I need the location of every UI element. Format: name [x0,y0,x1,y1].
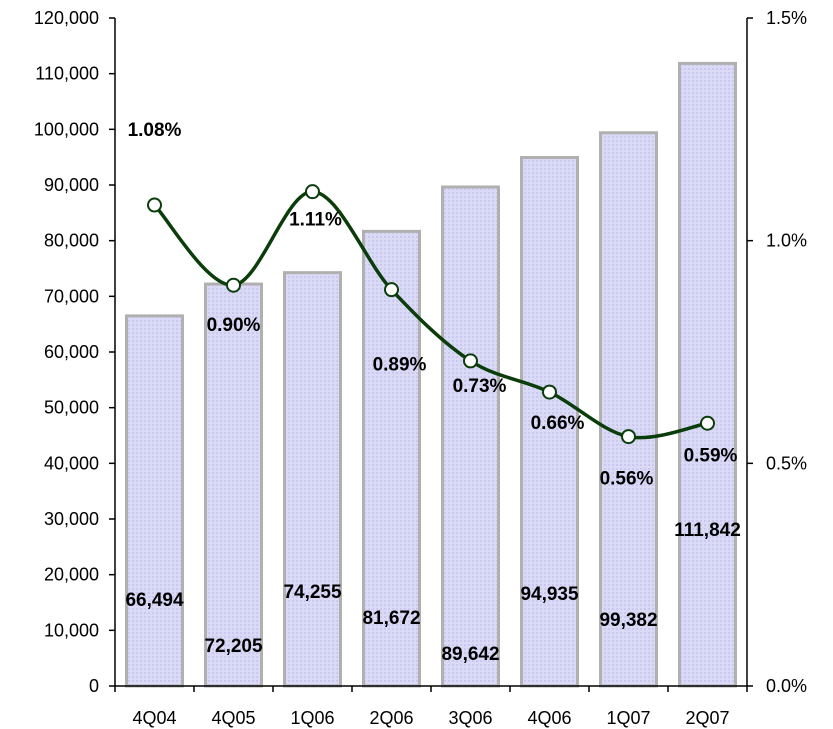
bar-value-label: 72,205 [204,636,263,657]
x-tick-label: 3Q06 [448,708,492,728]
rate-value-label: 0.56% [600,469,654,490]
bar-series [125,61,737,688]
y-tick-label-left: 20,000 [44,565,99,585]
axes: 0 10,000 20,000 30,000 40,000 50,000 60,000 70,… [34,8,807,728]
bar-value-label: 66,494 [125,590,184,611]
bar-value-label: 81,672 [362,608,420,629]
rate-value-label: 0.73% [453,376,507,397]
y-tick-label-left: 10,000 [44,620,99,640]
bar-value-label: 99,382 [599,610,657,631]
rate-value-label: 0.89% [373,355,427,376]
rate-value-label: 1.11% [289,210,342,231]
y-tick-label-left: 100,000 [34,119,99,139]
x-tick-label: 2Q06 [369,708,413,728]
bar [283,271,342,688]
rate-marker [463,353,478,369]
y-tick-label-left: 120,000 [34,8,99,28]
y-tick-label-right: 0.5% [766,453,807,473]
y-tick-label-left: 0 [89,676,99,696]
bar [204,282,263,688]
bar [678,61,737,688]
y-tick-label-left: 80,000 [44,231,99,251]
rate-value-label: 1.08% [128,120,182,141]
rate-marker [700,415,715,431]
y-tick-label-left: 60,000 [44,342,99,362]
rate-marker [226,277,241,293]
y-tick-label-right: 1.0% [766,231,807,251]
bar [520,156,579,688]
bar-value-label: 94,935 [520,584,579,605]
y-tick-label-left: 90,000 [44,175,99,195]
y-tick-label-right: 0.0% [766,676,807,696]
y-tick-label-left: 110,000 [35,64,99,84]
bar [125,314,184,688]
x-tick-label: 4Q05 [211,708,255,728]
rate-value-label: 0.66% [531,413,585,434]
rate-value-label: 0.90% [207,315,261,336]
rate-value-label: 0.59% [684,445,738,466]
data-labels: 66,494 72,205 74,255 81,672 89,642 94,935 99,3… [125,120,740,665]
y-tick-label-left: 40,000 [44,453,99,473]
x-tick-label: 2Q07 [685,708,729,728]
y-tick-label-left: 30,000 [44,509,99,529]
x-tick-label: 4Q06 [527,708,571,728]
rate-marker [305,184,320,200]
bar-value-label: 74,255 [283,582,342,603]
y-tick-label-left: 50,000 [44,398,99,418]
x-tick-label: 1Q07 [606,708,650,728]
x-tick-label: 4Q04 [132,708,176,728]
y-tick-label-right: 1.5% [766,8,807,28]
x-tick-label: 1Q06 [290,708,334,728]
rate-marker [147,197,162,213]
y-tick-label-left: 70,000 [44,286,99,306]
bar [599,131,658,688]
bar-value-label: 89,642 [441,644,499,665]
bar [441,185,500,688]
rate-marker [621,429,636,445]
rate-marker [384,282,399,298]
line-series [147,184,715,445]
bar-value-label: 111,842 [674,520,741,541]
rate-marker [542,384,557,400]
